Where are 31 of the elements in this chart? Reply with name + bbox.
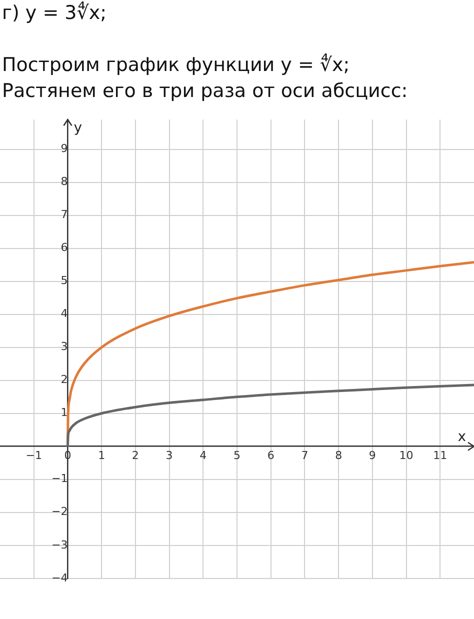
x-tick-label: 6 [267,448,274,462]
y-tick-label: 8 [60,175,68,188]
line-series [66,384,474,448]
chart-title: г) y = 3∜x; [1,2,107,24]
x-tick-label: 3 [166,448,173,462]
y-tick-label: 9 [60,142,68,156]
y-tick-label: 6 [60,241,68,254]
y-tick-label: −3 [51,538,68,552]
y-axis-title: y [74,120,82,136]
y-tick-label: 2 [60,373,68,386]
x-tick-label: 5 [234,448,240,462]
y-tick-label: −1 [51,472,68,486]
x-tick-label: 4 [200,448,207,462]
x-tick-label: 2 [132,448,139,462]
x-tick-label: −1 [26,448,42,462]
y-tick-label: −4 [51,571,68,584]
x-tick-label: 1 [98,448,106,462]
x-tick-label: 10 [399,448,414,462]
x-tick-label: 8 [335,448,342,462]
y-tick-label: 3 [60,340,68,354]
x-tick-label: 11 [433,448,448,462]
x-tick-label: 7 [301,448,308,462]
chart-subtitle: Построим график функции y = ∜x; [1,54,350,76]
y-tick-label: 5 [60,274,68,288]
text: Растянем его в три раза от оси абсцисс: [1,80,408,102]
y-tick-label: 4 [60,307,68,320]
x-tick-label: 9 [368,448,376,462]
y-tick-label: 1 [60,406,68,420]
y-tick-label: 7 [60,208,68,222]
y-tick-label: −2 [51,505,68,518]
x-axis-title: x [458,429,466,446]
